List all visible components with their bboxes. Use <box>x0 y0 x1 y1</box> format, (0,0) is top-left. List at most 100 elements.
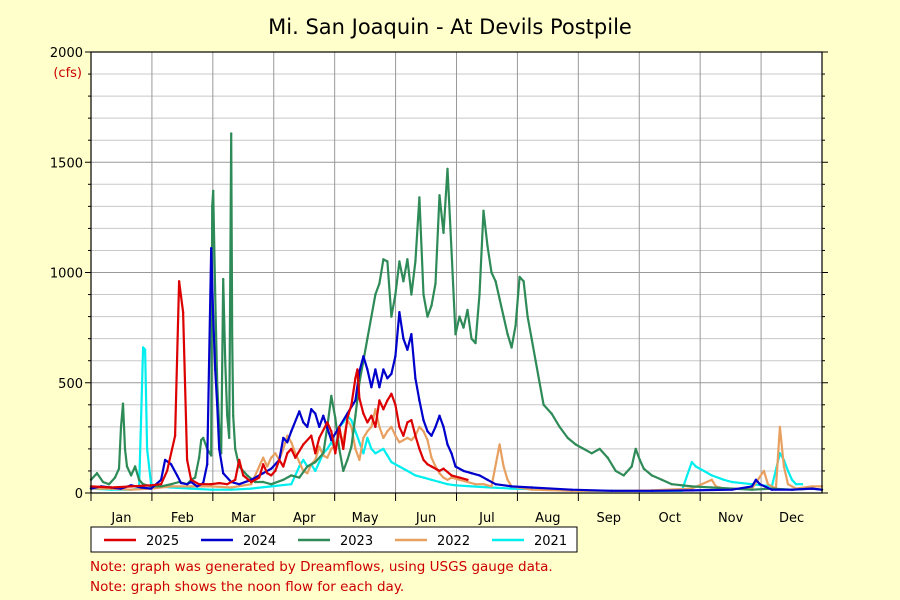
data-point-2023 <box>630 465 633 468</box>
x-tick-label: Oct <box>658 511 680 526</box>
data-point-2024 <box>478 474 481 477</box>
data-point-2023 <box>330 394 333 398</box>
data-point-2024 <box>290 430 293 433</box>
data-point-2025 <box>314 452 317 455</box>
data-point-2025 <box>159 483 163 486</box>
data-point-2025 <box>242 474 245 477</box>
data-point-2025 <box>210 483 213 486</box>
data-point-2023 <box>506 333 509 336</box>
data-point-2024 <box>402 337 405 340</box>
data-point-2024 <box>810 487 814 490</box>
data-point-2022 <box>398 441 401 444</box>
data-point-2023 <box>406 258 409 261</box>
data-point-2024 <box>438 414 441 417</box>
x-tick-label: Aug <box>535 511 560 526</box>
data-point-2021 <box>390 460 393 464</box>
data-point-2025 <box>338 425 341 429</box>
data-point-2024 <box>374 368 377 371</box>
data-point-2025 <box>438 469 441 473</box>
data-point-2022 <box>266 465 269 468</box>
data-point-2023 <box>478 293 481 296</box>
data-point-2021 <box>374 452 377 455</box>
data-point-2023 <box>282 478 285 481</box>
data-point-2021 <box>145 447 149 451</box>
data-point-2023 <box>510 346 513 349</box>
data-point-2024 <box>430 434 433 437</box>
data-point-2025 <box>378 399 381 402</box>
data-point-2023 <box>210 454 213 457</box>
data-point-2023 <box>262 480 265 484</box>
data-point-2021 <box>438 480 441 484</box>
data-point-2021 <box>330 441 333 444</box>
data-point-2023 <box>137 478 141 481</box>
data-point-2024 <box>398 311 401 314</box>
data-point-2023 <box>101 480 105 484</box>
data-point-2025 <box>410 419 413 422</box>
data-point-2022 <box>762 469 766 473</box>
data-point-2021 <box>318 460 321 464</box>
data-point-2022 <box>129 488 133 491</box>
data-point-2021 <box>694 465 697 468</box>
data-point-2025 <box>386 399 389 402</box>
data-point-2023 <box>534 359 537 362</box>
data-point-2024 <box>318 425 321 429</box>
data-point-2025 <box>370 414 373 417</box>
data-point-2022 <box>426 438 429 442</box>
data-point-2023 <box>474 341 477 345</box>
data-point-2025 <box>390 392 393 395</box>
data-point-2023 <box>486 244 489 248</box>
data-point-2023 <box>670 483 673 486</box>
data-point-2024 <box>238 483 241 486</box>
data-point-2022 <box>446 478 449 481</box>
axes: 0 500 1000 1500 2000 Jan Feb Mar Apr May Jun Jul Aug… <box>50 46 828 526</box>
x-tick-label: Mar <box>231 511 256 526</box>
data-point-2024 <box>210 247 213 250</box>
data-point-2024 <box>446 443 449 446</box>
data-point-2022 <box>318 445 321 448</box>
data-point-2021 <box>302 458 305 462</box>
data-point-2023 <box>202 436 205 440</box>
data-point-2022 <box>394 434 397 437</box>
data-point-2023 <box>338 447 341 451</box>
data-point-2023 <box>398 260 401 263</box>
data-point-2021 <box>386 454 389 457</box>
data-point-2021 <box>141 346 145 349</box>
data-point-2022 <box>350 425 353 429</box>
data-point-2021 <box>422 476 425 479</box>
data-point-2024 <box>494 483 497 486</box>
data-point-2024 <box>149 487 153 490</box>
data-point-2022 <box>366 430 369 433</box>
y-unit-label: (cfs) <box>53 66 82 81</box>
legend-label-2023: 2023 <box>340 534 373 549</box>
data-point-2023 <box>514 324 517 327</box>
data-point-2022 <box>434 465 437 468</box>
data-point-2022 <box>690 487 693 490</box>
data-point-2023 <box>129 474 133 477</box>
data-point-2021 <box>398 465 401 468</box>
data-point-2023 <box>394 293 397 296</box>
legend-label-2024: 2024 <box>243 534 276 549</box>
data-point-2024 <box>216 403 219 406</box>
data-point-2022 <box>326 456 329 459</box>
data-point-2023 <box>270 483 273 486</box>
data-point-2025 <box>442 467 445 470</box>
data-point-2024 <box>394 355 397 358</box>
data-point-2021 <box>710 474 713 477</box>
data-point-2024 <box>206 463 209 466</box>
data-point-2025 <box>250 480 253 484</box>
data-point-2023 <box>211 205 214 208</box>
data-point-2022 <box>390 425 393 429</box>
data-point-2023 <box>290 474 293 477</box>
data-point-2021 <box>270 485 273 488</box>
data-point-2024 <box>370 386 373 389</box>
data-point-2022 <box>778 425 782 429</box>
data-point-2023 <box>334 416 337 420</box>
data-point-2024 <box>770 488 774 491</box>
data-point-2023 <box>390 315 393 318</box>
note-1: Note: graph was generated by Dreamflows,… <box>90 559 553 575</box>
data-point-2022 <box>442 476 445 479</box>
data-point-2021 <box>350 419 353 422</box>
data-point-2023 <box>246 474 249 477</box>
data-point-2022 <box>382 436 385 440</box>
data-point-2021 <box>406 469 409 473</box>
